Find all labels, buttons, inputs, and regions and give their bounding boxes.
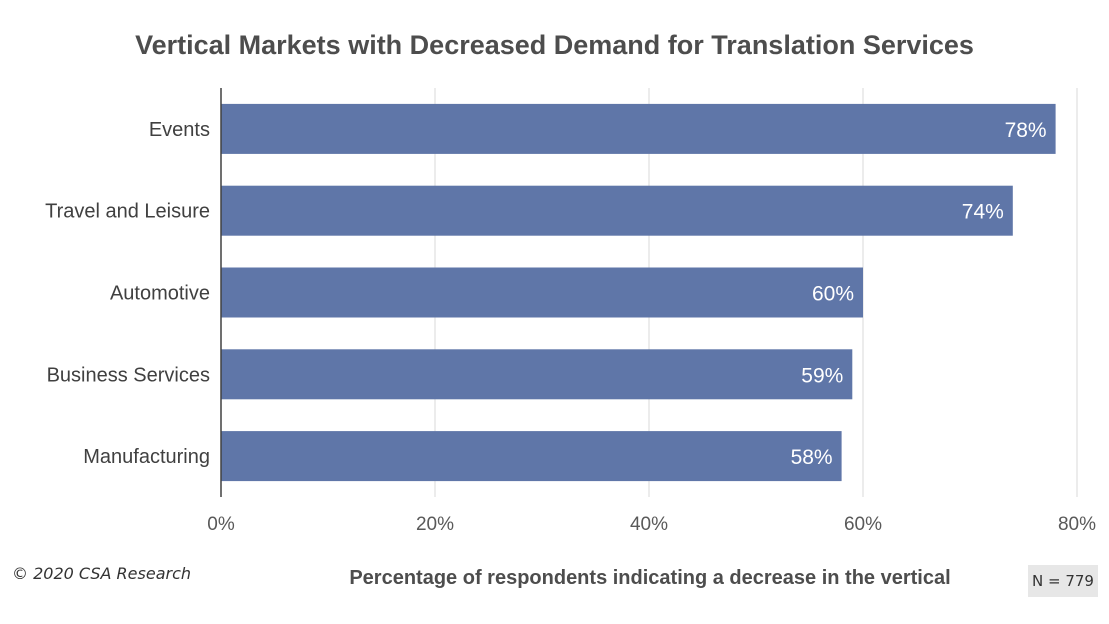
- x-tick-label: 40%: [630, 514, 668, 535]
- category-label: Events: [149, 119, 210, 141]
- category-label: Travel and Leisure: [45, 201, 210, 223]
- bar: [221, 103, 1056, 154]
- category-label: Business Services: [47, 364, 210, 386]
- data-label: 60%: [812, 283, 854, 306]
- category-label: Manufacturing: [83, 446, 210, 468]
- x-axis-label: Percentage of respondents indicating a d…: [349, 567, 951, 589]
- x-tick-label: 60%: [844, 514, 882, 535]
- x-tick-label: 80%: [1058, 514, 1096, 535]
- sample-size-badge: N = 779: [1028, 565, 1098, 597]
- bar: [221, 349, 853, 400]
- bar: [221, 185, 1013, 236]
- data-label: 78%: [1005, 119, 1047, 142]
- bar: [221, 431, 842, 482]
- x-tick-label: 20%: [416, 514, 454, 535]
- chart-title: Vertical Markets with Decreased Demand f…: [135, 30, 974, 60]
- data-label: 74%: [962, 201, 1004, 224]
- data-label: 59%: [801, 364, 843, 387]
- data-label: 58%: [791, 446, 833, 469]
- category-label: Automotive: [110, 283, 210, 305]
- bar: [221, 267, 863, 318]
- copyright-notice: © 2020 CSA Research: [12, 564, 192, 583]
- x-tick-label: 0%: [207, 514, 235, 535]
